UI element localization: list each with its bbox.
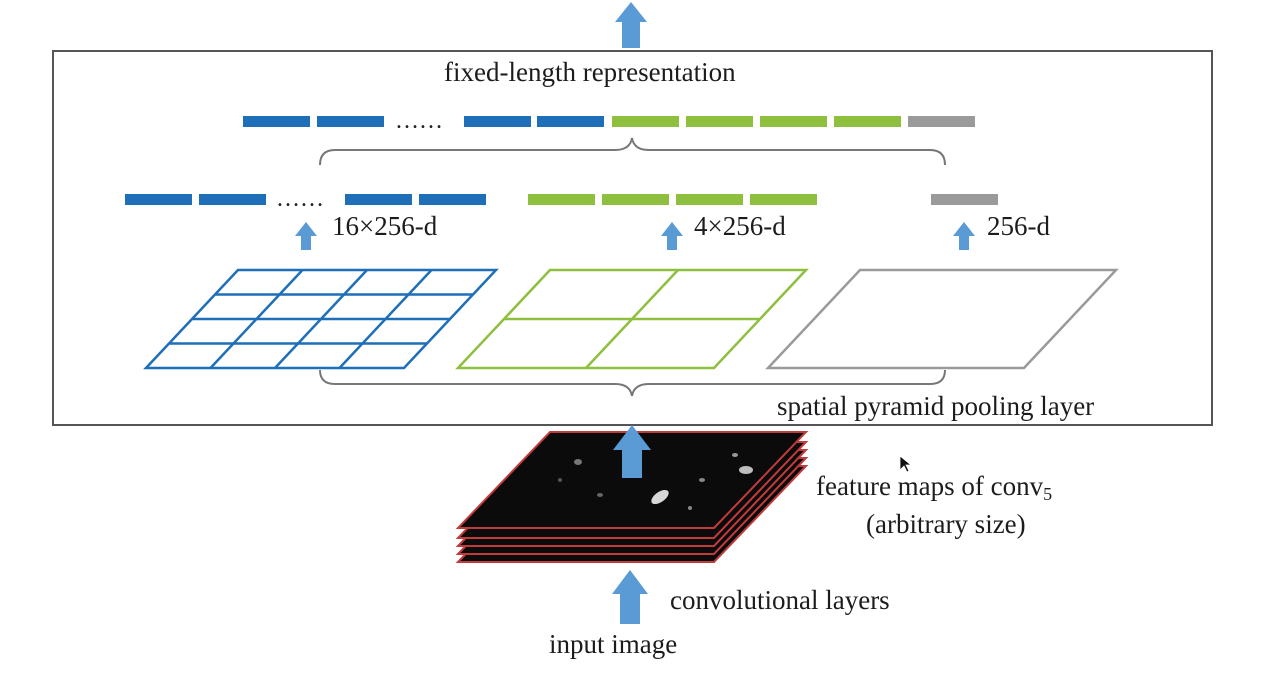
feature-maps-subscript: 5 — [1043, 484, 1053, 504]
level-1-vector — [931, 194, 998, 205]
feature-maps-stack — [455, 431, 809, 563]
pooling-brace — [319, 369, 946, 397]
level-16-vector: …… — [125, 186, 486, 212]
fixed-length-label: fixed-length representation — [444, 57, 736, 87]
pyramid-grid-4x4 — [143, 268, 499, 370]
svg-text:……: …… — [276, 186, 324, 212]
pyramid-grid-1x1 — [765, 268, 1119, 370]
level-16-label: 16×256-d — [332, 211, 438, 241]
input-arrow-icon — [612, 570, 648, 624]
arbitrary-size-label: (arbitrary size) — [866, 509, 1026, 539]
pyramid-grid-2x2 — [455, 268, 809, 370]
spp-layer-label: spatial pyramid pooling layer — [777, 391, 1095, 421]
feature-to-spp-arrow-icon — [613, 425, 651, 478]
spp-frame — [52, 50, 1213, 426]
svg-text:……: …… — [395, 108, 443, 134]
level-1-label: 256-d — [987, 211, 1050, 241]
level-4-vector — [528, 194, 817, 205]
feature-maps-text: feature maps of conv — [816, 471, 1044, 501]
arrow-up-icon — [295, 222, 317, 250]
concat-brace — [319, 137, 946, 166]
fixed-length-vector: …… — [243, 108, 975, 134]
arrow-up-icon — [661, 222, 683, 250]
mouse-cursor-icon — [899, 455, 913, 473]
arrow-up-icon — [953, 222, 975, 250]
conv-layers-label: convolutional layers — [670, 585, 890, 615]
feature-maps-label: feature maps of conv5 — [816, 471, 1052, 504]
input-image-label: input image — [549, 629, 678, 659]
level-4-label: 4×256-d — [694, 211, 786, 241]
output-arrow-icon — [615, 2, 647, 48]
